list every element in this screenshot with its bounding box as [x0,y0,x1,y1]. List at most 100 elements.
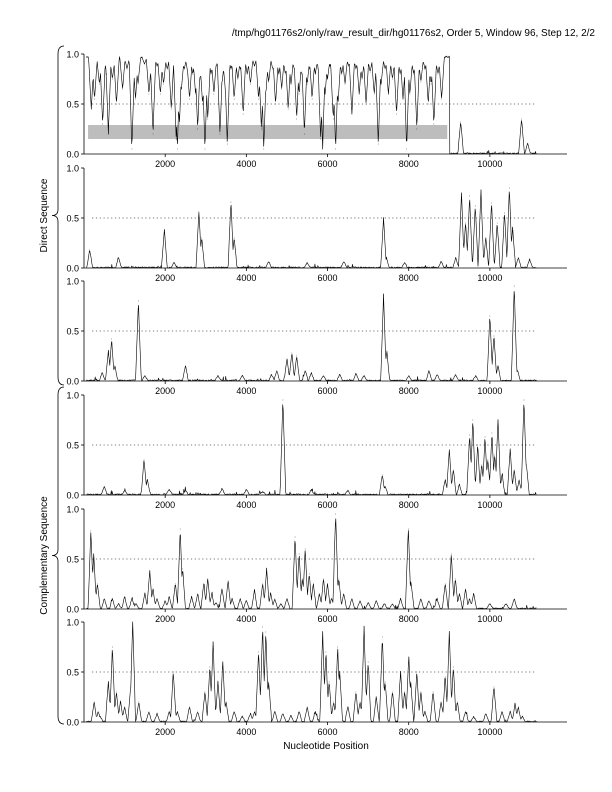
dip-point [187,73,189,75]
dip-point [112,78,113,80]
peak-point [410,681,412,683]
peak-point [312,583,314,585]
dip-point [324,93,326,95]
peak-point [118,603,119,605]
x-tick-label: 10000 [477,159,502,169]
peak-point [475,375,477,377]
peak-point [459,593,460,595]
y-tick-label: 0.5 [66,327,79,337]
peak-point [408,656,410,658]
peak-point [383,217,384,219]
peak-point [191,596,192,598]
dip-point [355,68,357,70]
x-tick-label: 4000 [236,727,256,737]
peak-point [485,713,487,715]
peak-point [304,548,306,550]
x-tick-label: 10000 [477,386,502,396]
peak-point [250,713,251,715]
peak-point [473,593,474,595]
x-tick-label: 2000 [155,614,175,624]
dip-point [315,73,316,75]
peak-point [489,315,491,317]
dip-point [268,81,270,83]
peak-point [455,374,456,376]
peak-point [274,598,276,600]
peak-point [276,370,278,372]
peak-point [460,121,462,123]
peak-point [381,474,383,476]
dip-point [420,81,422,83]
peak-point [274,711,276,713]
peak-point [132,621,134,623]
peak-point [319,593,320,595]
peak-point [254,711,255,713]
dip-point [122,88,123,90]
peak-point [487,459,489,461]
dip-point [181,88,182,90]
dip-point [275,103,276,105]
y-tick-label: 0.0 [66,264,79,274]
peak-point [185,365,186,367]
x-tick-label: 10000 [477,614,502,624]
peak-point [97,711,99,713]
peak-point [217,681,219,683]
peak-point [455,257,457,259]
peak-point [298,553,300,555]
dip-point [396,113,397,115]
x-tick-label: 2000 [155,386,175,396]
peak-point [335,513,336,515]
peak-point [400,671,401,673]
dip-point [177,148,178,150]
y-tick-label: 0.0 [66,718,79,728]
dip-point [213,93,215,95]
panel-2: 0.0 0.5 1.0 2000 4000 6000 8000 10000 [66,164,567,283]
dip-point [358,93,360,95]
peak-point [306,262,308,264]
dip-point [290,83,292,85]
dip-point [199,78,201,80]
peak-point [215,602,217,604]
peak-point [131,598,133,600]
x-tick-label: 4000 [236,386,256,396]
dip-point [377,143,379,145]
peak-point [174,583,176,585]
dip-point [344,83,346,85]
peak-point [384,681,386,683]
dip-point [215,65,217,67]
peak-point [347,490,349,492]
peak-point [168,711,170,713]
peak-point [359,600,361,602]
dip-point [388,93,389,95]
peak-point [233,237,235,239]
dip-point [430,83,432,85]
peak-point [363,626,365,628]
dip-point [261,128,262,130]
peak-point [518,479,520,481]
dip-point [195,93,196,95]
dip-point [402,98,404,100]
dip-point [384,68,386,70]
peak-point [517,370,518,372]
peak-point [323,375,324,377]
peak-point [469,195,470,197]
dip-point [126,68,128,70]
x-tick-label: 6000 [318,614,338,624]
peak-point [108,681,109,683]
y-tick-label: 1.0 [66,618,79,628]
dip-point [284,73,286,75]
x-tick-label: 2000 [155,500,175,510]
peak-point [444,583,446,585]
dip-point [413,73,414,75]
peak-point [179,528,181,530]
peak-point [124,596,125,598]
dip-point [441,98,442,100]
peak-point [392,691,393,693]
dip-point [233,98,235,100]
dip-point [437,73,439,75]
peak-point [375,696,377,698]
peak-point [280,603,282,605]
x-tick-label: 4000 [236,159,256,169]
peak-point [339,671,341,673]
peak-point [469,598,470,600]
dip-point [204,148,206,150]
